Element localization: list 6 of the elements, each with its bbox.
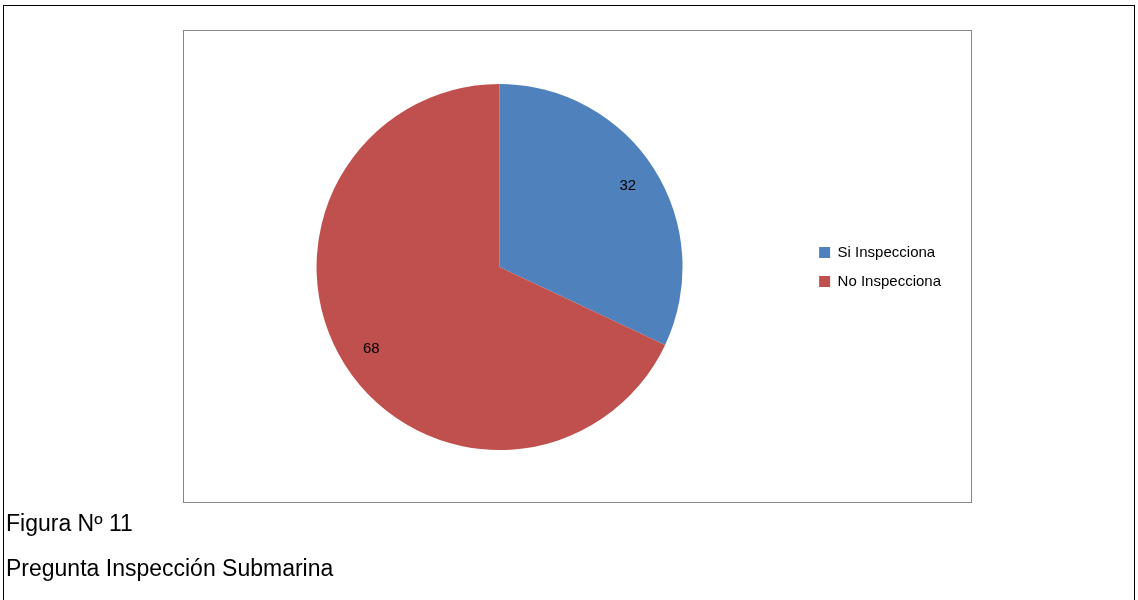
data-label: 32 — [619, 175, 637, 193]
data-label: 68 — [362, 338, 380, 356]
text: Pregunta Inspección Submarina — [6, 555, 334, 582]
legend-label: No Inspecciona — [837, 271, 942, 289]
text: Figura Nº 11 — [6, 510, 133, 537]
legend-label: Si Inspecciona — [837, 242, 936, 260]
